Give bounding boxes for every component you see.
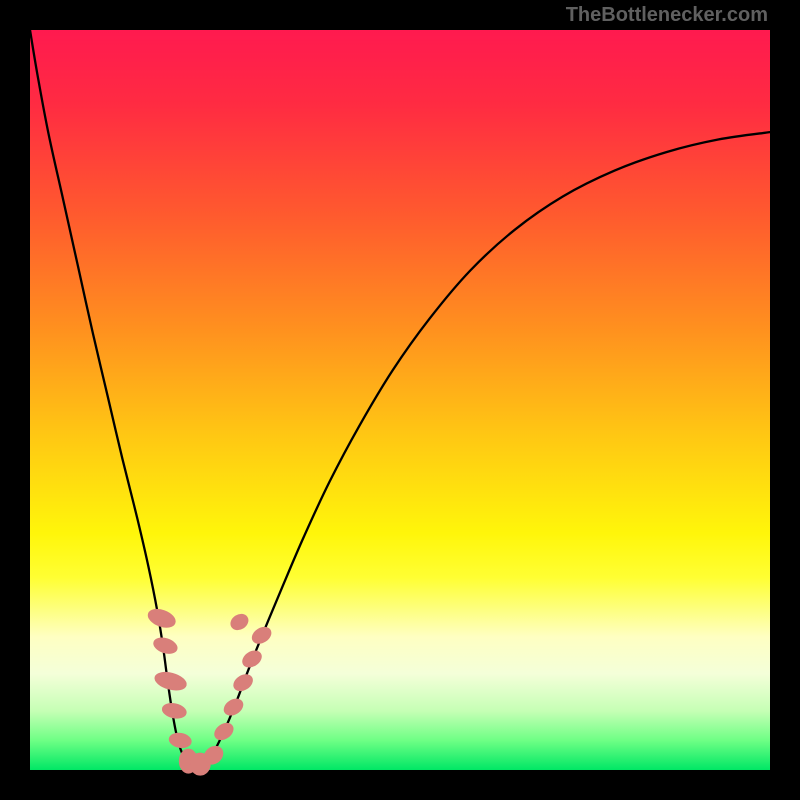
watermark-text: TheBottlenecker.com: [566, 4, 768, 27]
marker-point: [161, 701, 187, 720]
curve-left-branch: [30, 30, 197, 768]
marker-point: [231, 671, 255, 693]
marker-point: [146, 606, 178, 631]
marker-point: [240, 648, 264, 670]
marker-point: [212, 720, 236, 743]
plot-area: [30, 30, 770, 770]
data-markers: [146, 606, 274, 775]
marker-point: [249, 624, 273, 646]
curve-right-branch: [197, 132, 771, 768]
marker-point: [168, 732, 192, 750]
marker-point: [221, 696, 245, 718]
marker-point: [228, 611, 251, 632]
marker-point: [152, 635, 179, 656]
outer-frame: TheBottlenecker.com: [0, 0, 800, 800]
marker-point: [153, 669, 188, 693]
chart-svg: [30, 30, 770, 770]
